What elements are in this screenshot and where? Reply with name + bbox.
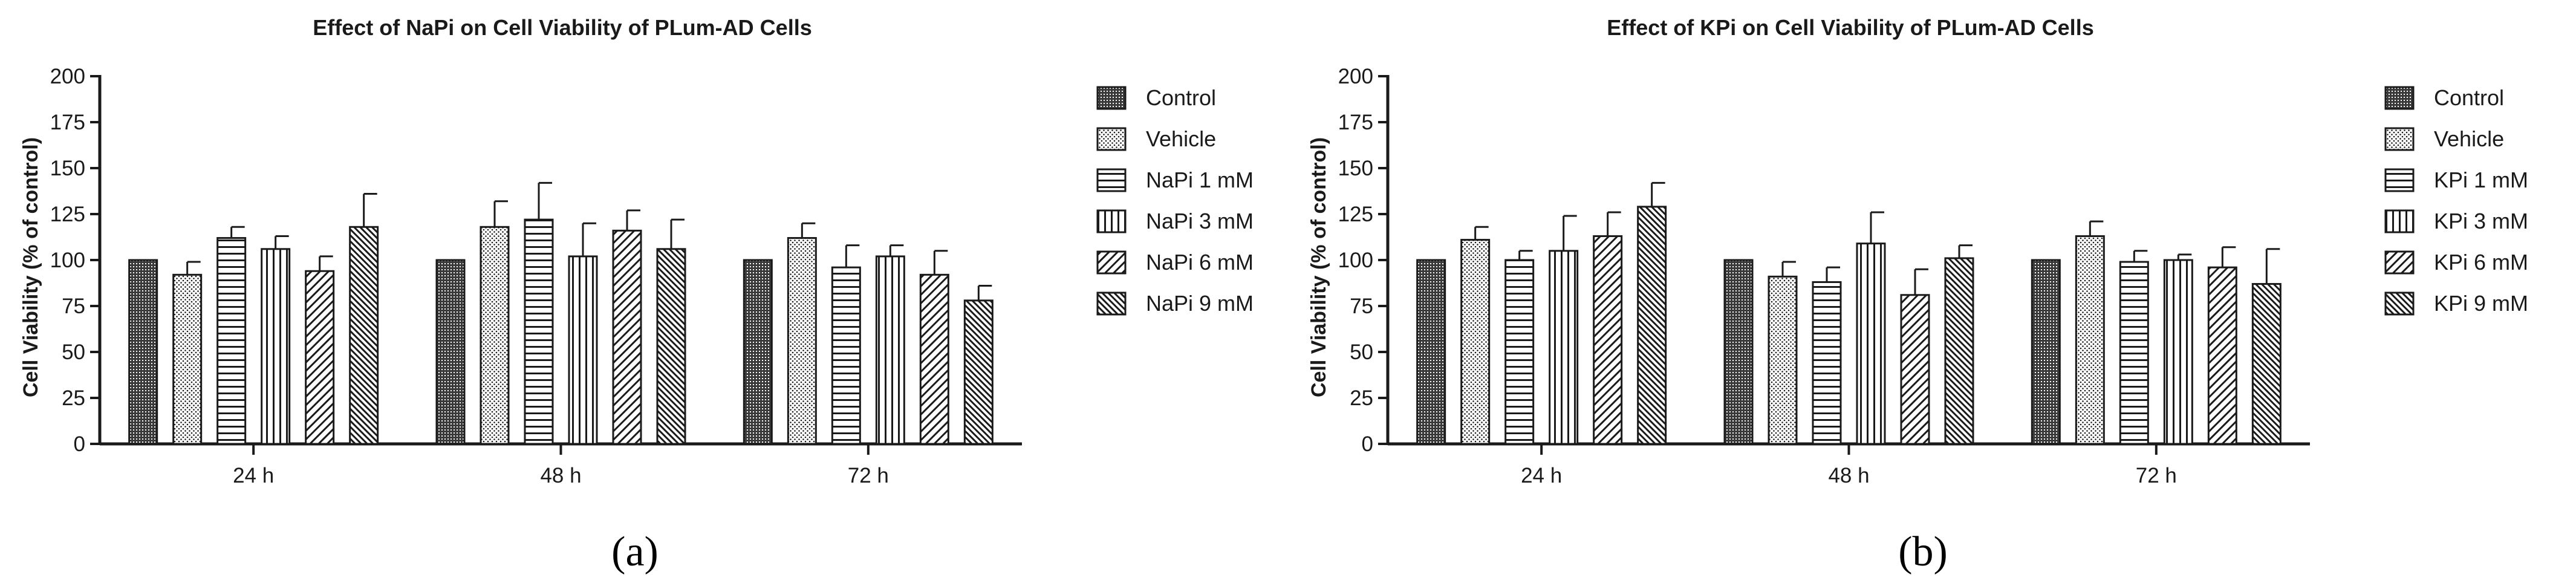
y-tick-label: 175 <box>50 111 85 134</box>
legend-label-kpi-6-mm: KPi 6 mM <box>2434 250 2528 275</box>
panel-label: (a) <box>611 529 659 575</box>
legend-label-vehicle: Vehicle <box>2434 126 2504 151</box>
bar-kpi-3-mm-72-h <box>2163 259 2193 445</box>
y-tick-label: 0 <box>1362 432 1373 456</box>
bar-kpi-6-mm-72-h <box>2207 266 2237 445</box>
plot-area: 0 25 50 75 100 125 150 175 200 24 h 48 h 72 h <box>50 65 1022 487</box>
legend-swatch-control <box>1096 86 1127 110</box>
bar-vehicle-48-h <box>1768 275 1798 445</box>
chart-title: Effect of KPi on Cell Viability of PLum-… <box>1607 15 2093 40</box>
legend-swatch-control <box>2384 86 2415 110</box>
legend-label-napi-6-mm: NaPi 6 mM <box>1146 250 1254 275</box>
bar-control-72-h <box>743 259 773 445</box>
bar-kpi-9-mm-72-h <box>2251 283 2282 445</box>
legend-swatch-napi-6-mm <box>1096 250 1127 275</box>
legend-label-control: Control <box>1146 85 1216 110</box>
y-tick-label: 125 <box>1338 203 1373 226</box>
bar-kpi-9-mm-48-h <box>1944 257 1974 445</box>
y-tick-label: 0 <box>74 432 85 456</box>
legend-label-kpi-3-mm: KPi 3 mM <box>2434 209 2528 233</box>
y-tick-label: 150 <box>1338 157 1373 180</box>
bar-control-48-h <box>1723 259 1754 445</box>
y-tick-label: 100 <box>50 249 85 272</box>
x-tick-label: 24 h <box>233 464 274 487</box>
bar-napi-6-mm-24-h <box>305 270 335 445</box>
bar-napi-9-mm-24-h <box>349 226 379 445</box>
bar-kpi-6-mm-24-h <box>1593 235 1623 445</box>
chart-panel-a: Effect of NaPi on Cell Viability of PLum… <box>19 15 1254 575</box>
bar-napi-6-mm-48-h <box>612 229 642 445</box>
legend-swatch-kpi-1-mm <box>2384 168 2415 192</box>
bar-kpi-3-mm-48-h <box>1856 243 1886 445</box>
legend-swatch-vehicle <box>1096 127 1127 151</box>
bar-napi-9-mm-48-h <box>656 248 686 445</box>
bar-napi-6-mm-72-h <box>919 273 949 445</box>
bar-control-24-h <box>128 259 158 445</box>
y-tick-label: 75 <box>1350 295 1373 318</box>
y-tick-label: 50 <box>62 340 85 364</box>
x-tick-label: 72 h <box>2136 464 2177 487</box>
legend-swatch-kpi-6-mm <box>2384 250 2415 275</box>
legend: Control Vehicle KPi 1 mM KPi 3 mM KPi 6 mM KP… <box>2384 85 2528 316</box>
legend-swatch-napi-3-mm <box>1096 209 1127 233</box>
bar-kpi-1-mm-72-h <box>2119 261 2149 445</box>
legend-label-napi-9-mm: NaPi 9 mM <box>1146 291 1254 316</box>
y-tick-label: 150 <box>50 157 85 180</box>
bar-control-48-h <box>435 259 466 445</box>
legend-label-napi-3-mm: NaPi 3 mM <box>1146 209 1254 233</box>
chart-title: Effect of NaPi on Cell Viability of PLum… <box>313 15 812 40</box>
bar-napi-3-mm-72-h <box>875 255 905 445</box>
legend-label-kpi-1-mm: KPi 1 mM <box>2434 168 2528 192</box>
panel-label: (b) <box>1898 529 1948 575</box>
plot-area: 0 25 50 75 100 125 150 175 200 24 h 48 h 72 h <box>1338 65 2310 487</box>
legend-swatch-kpi-3-mm <box>2384 209 2415 233</box>
bar-vehicle-72-h <box>787 237 817 445</box>
bar-napi-3-mm-24-h <box>261 248 291 445</box>
bar-control-24-h <box>1416 259 1446 445</box>
bar-napi-1-mm-24-h <box>216 237 247 445</box>
bar-napi-3-mm-48-h <box>568 255 598 445</box>
y-tick-label: 200 <box>1338 65 1373 88</box>
bar-vehicle-72-h <box>2075 235 2105 445</box>
y-tick-label: 50 <box>1350 340 1373 364</box>
y-tick-label: 100 <box>1338 249 1373 272</box>
bar-napi-1-mm-72-h <box>831 266 861 445</box>
bar-vehicle-48-h <box>480 226 510 445</box>
bar-napi-1-mm-48-h <box>524 218 554 445</box>
y-tick-label: 200 <box>50 65 85 88</box>
x-tick-label: 72 h <box>848 464 889 487</box>
legend-swatch-kpi-9-mm <box>2384 291 2415 316</box>
bar-kpi-9-mm-24-h <box>1637 206 1667 445</box>
y-tick-label: 125 <box>50 203 85 226</box>
legend-swatch-napi-1-mm <box>1096 168 1127 192</box>
y-axis-label: Cell Viability (% of control) <box>1307 137 1330 397</box>
y-tick-label: 75 <box>62 295 85 318</box>
bar-vehicle-24-h <box>1460 239 1491 445</box>
legend: Control Vehicle NaPi 1 mM NaPi 3 mM NaPi 6 m… <box>1096 85 1254 316</box>
bar-napi-9-mm-72-h <box>963 299 994 445</box>
x-tick-label: 24 h <box>1521 464 1562 487</box>
bar-vehicle-24-h <box>172 273 203 445</box>
x-tick-label: 48 h <box>540 464 581 487</box>
bar-kpi-1-mm-48-h <box>1812 281 1842 445</box>
bar-control-72-h <box>2031 259 2061 445</box>
bar-kpi-1-mm-24-h <box>1504 259 1535 445</box>
y-tick-label: 175 <box>1338 111 1373 134</box>
chart-panel-b: Effect of KPi on Cell Viability of PLum-… <box>1307 15 2528 575</box>
legend-label-napi-1-mm: NaPi 1 mM <box>1146 168 1254 192</box>
y-tick-label: 25 <box>62 386 85 410</box>
legend-swatch-napi-9-mm <box>1096 291 1127 316</box>
bar-kpi-6-mm-48-h <box>1900 294 1930 445</box>
bar-kpi-3-mm-24-h <box>1549 250 1579 445</box>
legend-label-control: Control <box>2434 85 2504 110</box>
y-axis-label: Cell Viability (% of control) <box>19 137 42 397</box>
legend-label-vehicle: Vehicle <box>1146 126 1216 151</box>
y-tick-label: 25 <box>1350 386 1373 410</box>
legend-swatch-vehicle <box>2384 127 2415 151</box>
x-tick-label: 48 h <box>1828 464 1869 487</box>
legend-label-kpi-9-mm: KPi 9 mM <box>2434 291 2528 316</box>
